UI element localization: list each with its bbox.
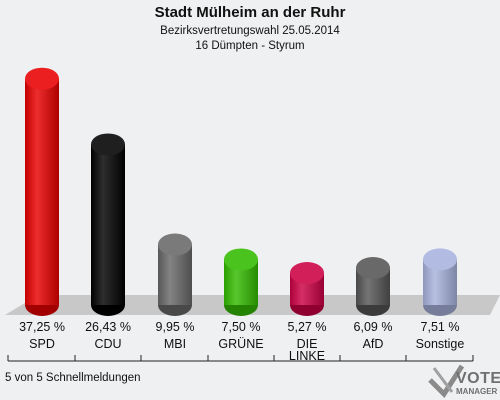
- chart-title: Stadt Mülheim an der Ruhr: [155, 4, 346, 21]
- vote-manager-logo: VOTE MANAGER: [428, 364, 500, 398]
- checkmark-x-icon: [428, 364, 465, 398]
- bar-die-linke: [290, 261, 324, 316]
- category-label: DIE: [297, 337, 318, 351]
- value-label: 7,50 %: [222, 320, 261, 334]
- bar-sonstige: [423, 248, 457, 316]
- value-label: 9,95 %: [156, 320, 195, 334]
- value-label: 5,27 %: [288, 320, 327, 334]
- logo-text-vote: VOTE: [456, 370, 500, 387]
- bar-cdu: [91, 133, 125, 316]
- category-label: MBI: [164, 337, 186, 351]
- value-label: 7,51 %: [421, 320, 460, 334]
- district-label: 16 Dümpten - Styrum: [195, 40, 304, 52]
- category-label: SPD: [29, 337, 55, 351]
- logo-text-manager: MANAGER: [456, 387, 498, 396]
- axis-ticks: [7, 355, 474, 361]
- category-label: AfD: [363, 337, 384, 351]
- labels-group: 37,25 % SPD 26,43 % CDU 9,95 % MBI 7,50 % GRÜNE…: [19, 320, 464, 363]
- bar-mbi: [158, 233, 192, 316]
- category-label: GRÜNE: [218, 337, 263, 351]
- category-label: LINKE: [289, 349, 325, 363]
- bars-group: [25, 67, 457, 316]
- value-label: 37,25 %: [19, 320, 65, 334]
- category-label: Sonstige: [416, 337, 465, 351]
- bar-spd: [25, 67, 59, 316]
- chart-subtitle: Bezirksvertretungswahl 25.05.2014: [160, 25, 340, 37]
- bar-grüne: [224, 248, 258, 316]
- bar-afd: [356, 257, 390, 316]
- status-footer: 5 von 5 Schnellmeldungen: [5, 372, 141, 384]
- category-label: CDU: [94, 337, 121, 351]
- value-label: 26,43 %: [85, 320, 131, 334]
- value-label: 6,09 %: [354, 320, 393, 334]
